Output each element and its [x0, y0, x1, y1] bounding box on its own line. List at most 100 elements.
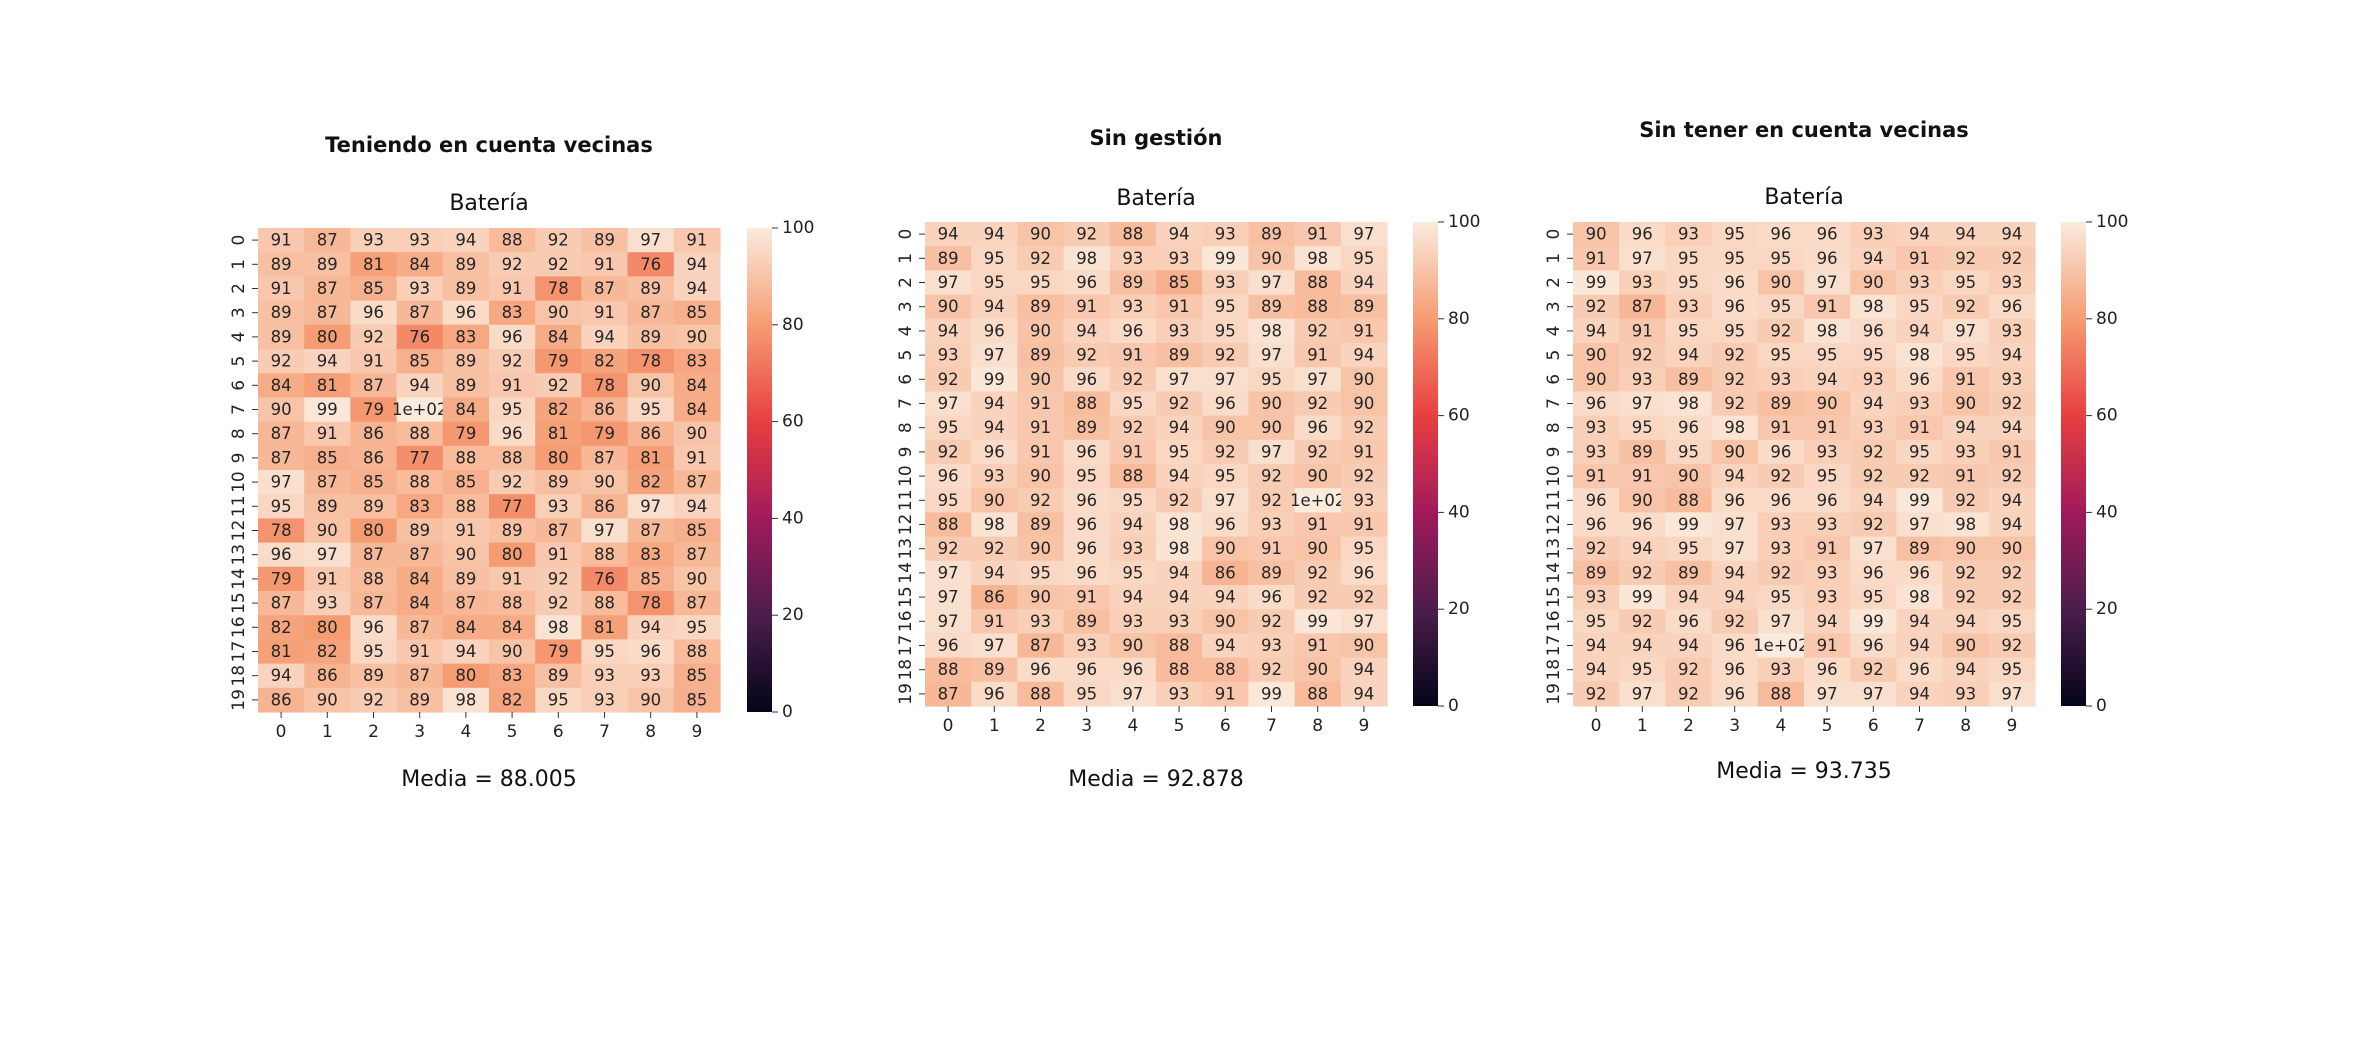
heatmap-cell: [442, 687, 490, 713]
heatmap-cell: [1017, 633, 1065, 659]
cell-label: 93: [1863, 418, 1884, 437]
y-tick-label: 9: [229, 452, 249, 463]
heatmap-cell: [1109, 657, 1157, 683]
heatmap-cell: [396, 615, 444, 640]
heatmap-cell: [1804, 270, 1851, 296]
heatmap-cell: [535, 494, 582, 519]
heatmap-cell: [258, 276, 305, 302]
heatmap-cell: [1896, 488, 1944, 513]
heatmap-cell: [925, 512, 972, 538]
heatmap-cell: [350, 639, 398, 665]
heatmap-cell: [627, 228, 675, 253]
cell-label: 95: [1215, 467, 1236, 486]
cell-label: 95: [1076, 684, 1097, 703]
cell-label: 96: [1863, 563, 1884, 582]
heatmap-cell: [350, 228, 398, 253]
heatmap-cell: [1248, 343, 1296, 368]
heatmap-cell: [1896, 294, 1944, 320]
x-tick-label: 3: [1729, 716, 1740, 736]
heatmap-cell: [1850, 633, 1897, 659]
colorbar-tick-label: 80: [1448, 309, 1470, 329]
heatmap-cell: [535, 542, 582, 568]
cell-label: 84: [548, 327, 569, 346]
colorbar-gradient: [2061, 222, 2086, 706]
cell-label: 91: [1353, 515, 1374, 534]
colorbar-tick-label: 80: [782, 315, 804, 335]
heatmap-cell: [1942, 657, 1990, 683]
heatmap-cell: [489, 349, 536, 374]
cell-label: 97: [1215, 370, 1236, 389]
cell-label: 93: [1169, 249, 1190, 268]
heatmap-cell: [627, 542, 675, 568]
heatmap-cell: [1573, 270, 1620, 296]
cell-label: 89: [594, 231, 615, 250]
heatmap-cell: [1896, 633, 1944, 659]
heatmap-cell: [304, 591, 351, 616]
heatmap-cell: [396, 566, 444, 592]
cell-label: 98: [1863, 297, 1884, 316]
colorbar-tick-label: 100: [1448, 212, 1480, 232]
heatmap-cell: [1757, 367, 1805, 392]
cell-label: 93: [1678, 297, 1699, 316]
heatmap-cell: [1063, 536, 1111, 562]
x-tick-label: 4: [1127, 716, 1138, 736]
y-tick-label: 4: [229, 331, 249, 342]
cell-label: 89: [1030, 297, 1051, 316]
heatmap-cell: [1156, 294, 1203, 320]
heatmap-cell: [489, 373, 536, 398]
x-tick-label: 2: [1035, 716, 1046, 736]
heatmap-cell: [971, 464, 1018, 489]
heatmap-cell: [489, 494, 536, 519]
heatmap-cell: [1294, 439, 1342, 465]
heatmap-cell: [535, 591, 582, 616]
heatmap-cell: [1988, 391, 2036, 417]
cell-label: 93: [594, 666, 615, 685]
y-tick-label: 16: [229, 616, 249, 638]
cell-label: 92: [1586, 684, 1607, 703]
cell-label: 84: [455, 618, 476, 637]
cell-label: 81: [548, 424, 569, 443]
cell-label: 92: [1307, 321, 1328, 340]
heatmap-cell: [673, 494, 721, 519]
cell-label: 89: [1632, 442, 1653, 461]
heatmap-cell: [581, 276, 629, 302]
cell-label: 91: [271, 231, 292, 250]
heatmap-cell: [925, 560, 972, 586]
cell-label: 90: [271, 400, 292, 419]
cell-label: 95: [1030, 563, 1051, 582]
cell-label: 92: [938, 442, 959, 461]
cell-label: 82: [594, 352, 615, 371]
cell-label: 96: [1215, 515, 1236, 534]
cell-label: 94: [984, 563, 1005, 582]
heatmap-cell: [489, 518, 536, 544]
cell-label: 96: [1076, 273, 1097, 292]
heatmap-cell: [1896, 246, 1944, 271]
heatmap-cell: [1757, 391, 1805, 417]
heatmap-cell: [1573, 222, 1620, 247]
heatmap-cell: [1804, 415, 1851, 441]
cell-label: 90: [984, 491, 1005, 510]
heatmap-cell: [442, 470, 490, 495]
cell-label: 96: [984, 321, 1005, 340]
heatmap-cell: [1665, 464, 1713, 489]
y-tick-label: 12: [1544, 514, 1564, 536]
cell-label: 87: [271, 594, 292, 613]
heatmap-cell: [1017, 609, 1065, 634]
heatmap-cell: [1294, 367, 1342, 392]
heatmap-cell: [258, 615, 305, 640]
cell-label: 91: [594, 255, 615, 274]
cell-label: 76: [640, 255, 661, 274]
cell-label: 95: [1770, 346, 1791, 365]
cell-label: 95: [1169, 442, 1190, 461]
cell-label: 94: [1632, 636, 1653, 655]
cell-label: 82: [271, 618, 292, 637]
heatmap-cell: [1942, 246, 1990, 271]
cell-label: 94: [1909, 612, 1930, 631]
cell-label: 96: [1076, 491, 1097, 510]
colorbar-tick-label: 20: [1448, 599, 1470, 619]
cell-label: 83: [502, 666, 523, 685]
heatmap-cell: [1248, 439, 1296, 465]
cell-label: 94: [686, 497, 707, 516]
heatmap-cell: [1619, 318, 1666, 344]
